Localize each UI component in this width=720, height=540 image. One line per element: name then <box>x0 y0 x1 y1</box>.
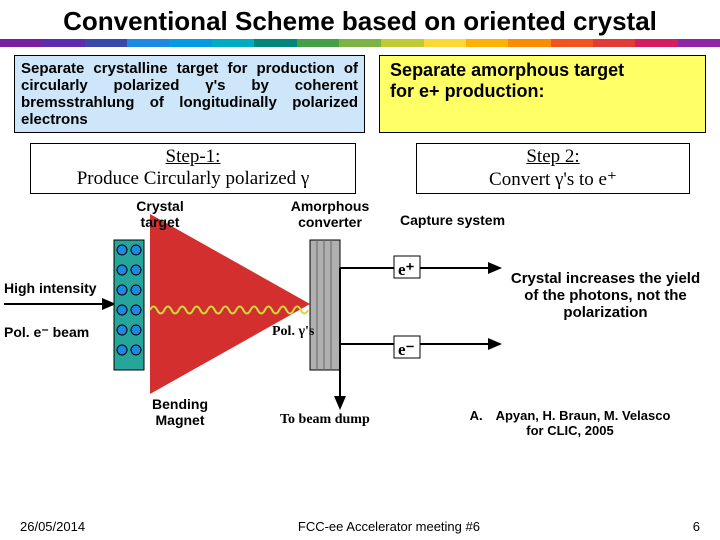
step2-desc: Convert γ's to e⁺ <box>489 169 617 190</box>
rainbow-divider <box>0 39 720 47</box>
citation: A. Apyan, H. Braun, M. Velasco for CLIC,… <box>430 408 710 438</box>
beam-label: Pol. e⁻ beam <box>4 324 89 341</box>
slide-title: Conventional Scheme based on oriented cr… <box>0 0 720 39</box>
amorphous-target-box: Separate amorphous target for e+ product… <box>379 55 706 133</box>
footer: 26/05/2014 FCC-ee Accelerator meeting #6… <box>0 519 720 534</box>
eminus-label: e⁻ <box>398 340 415 360</box>
right-note: Crystal increases the yield of the photo… <box>508 270 703 321</box>
footer-date: 26/05/2014 <box>20 519 85 534</box>
footer-meeting: FCC-ee Accelerator meeting #6 <box>298 519 480 534</box>
step2-title: Step 2: <box>526 146 579 167</box>
citation-line1: A. Apyan, H. Braun, M. Velasco <box>470 408 671 423</box>
footer-page: 6 <box>693 519 700 534</box>
step1-title: Step-1: <box>166 146 221 167</box>
top-boxes-row: Separate crystalline target for producti… <box>0 47 720 137</box>
capture-system-label: Capture system <box>400 212 505 228</box>
crystalline-target-box: Separate crystalline target for producti… <box>14 55 365 133</box>
amorphous-line1: Separate amorphous target <box>390 60 624 80</box>
citation-line2: for CLIC, 2005 <box>526 423 613 438</box>
crystal-target-label: Crystal target <box>120 198 200 230</box>
high-intensity-label: High intensity <box>4 280 97 296</box>
diagram-area: Crystal target Amorphous converter Captu… <box>0 194 720 454</box>
amorphous-converter-label: Amorphous converter <box>280 198 380 230</box>
bending-magnet-label: Bending Magnet <box>140 396 220 428</box>
eplus-label: e⁺ <box>398 260 415 280</box>
beam-dump-label: To beam dump <box>280 412 370 428</box>
pol-gamma-label: Pol. γ's <box>272 324 314 340</box>
amorphous-line2: for e+ production: <box>390 81 545 101</box>
step1-desc: Produce Circularly polarized γ <box>77 168 310 189</box>
step1-box: Step-1: Produce Circularly polarized γ <box>30 143 356 194</box>
step2-box: Step 2: Convert γ's to e⁺ <box>416 143 690 194</box>
step-row: Step-1: Produce Circularly polarized γ S… <box>0 137 720 194</box>
